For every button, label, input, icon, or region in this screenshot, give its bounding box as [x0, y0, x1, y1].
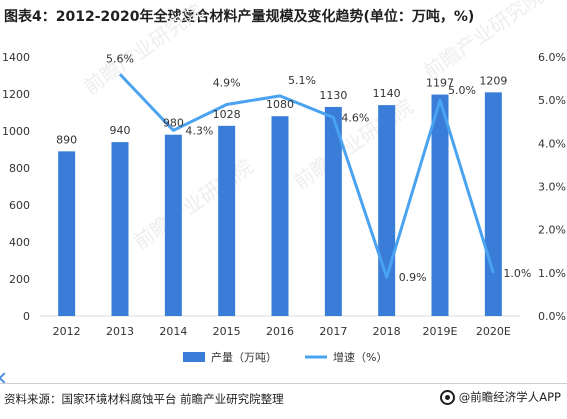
bar [58, 151, 76, 316]
bar-value-label: 1209 [479, 74, 507, 87]
y-left-tick-label: 1000 [2, 125, 30, 138]
growth-line [118, 73, 495, 279]
x-tick-label: 2019E [423, 325, 458, 338]
y-right-tick-label: 4.0% [538, 137, 566, 150]
y-left-tick-label: 1200 [2, 88, 30, 101]
x-tick-label: 2012 [53, 325, 81, 338]
x-tick-label: 2017 [319, 325, 347, 338]
watermark-text: 前瞻产业研究院 [129, 154, 257, 254]
bar [164, 134, 182, 316]
bar [324, 106, 342, 316]
y-right-tick-label: 5.0% [538, 94, 566, 107]
footer-divider [0, 383, 567, 384]
legend-bar-label: 产量（万吨） [211, 350, 277, 364]
y-left-tick-label: 600 [9, 199, 30, 212]
y-right-tick-label: 0.0% [538, 310, 566, 323]
brand: @前瞻经济学人APP [439, 389, 561, 405]
y-left-tick-label: 200 [9, 273, 30, 286]
x-tick-label: 2016 [266, 325, 294, 338]
x-tick-label: 2020E [476, 325, 511, 338]
bar-value-label: 1197 [426, 77, 454, 90]
y-right-tick-label: 3.0% [538, 181, 566, 194]
line-value-label: 5.6% [106, 52, 134, 65]
line-value-label: 1.0% [503, 267, 531, 280]
bar-value-label: 1028 [213, 108, 241, 121]
legend-line-label: 增速（%） [333, 350, 387, 364]
chart-title: 图表4：2012-2020年全球复合材料产量规模及变化趋势(单位：万吨，%) [4, 9, 475, 25]
y-left-tick-label: 1400 [2, 51, 30, 64]
bar-value-label: 1130 [319, 89, 347, 102]
line-value-label: 4.3% [185, 124, 213, 137]
x-tick-label: 2015 [213, 325, 241, 338]
y-right-tick-label: 1.0% [538, 267, 566, 280]
line-value-label: 0.9% [399, 271, 427, 284]
x-tick-label: 2013 [106, 325, 134, 338]
bar-value-label: 890 [56, 133, 77, 146]
y-left-tick-label: 0 [23, 310, 30, 323]
line-group [118, 73, 495, 279]
line-value-label: 5.1% [288, 74, 316, 87]
bar-value-label: 980 [163, 117, 184, 130]
legend-bar-swatch [183, 352, 205, 362]
x-tick-label: 2018 [373, 325, 401, 338]
bar [484, 92, 502, 317]
y-right-tick-label: 6.0% [538, 51, 566, 64]
bar [111, 142, 129, 316]
y-left-tick-label: 400 [9, 236, 30, 249]
bar [218, 125, 236, 316]
watermark-text: 前瞻产业研究院 [79, 0, 207, 99]
line-value-label: 4.9% [213, 76, 241, 89]
bar [431, 94, 449, 317]
bar-value-label: 1080 [266, 98, 294, 111]
source-text: 资料来源：国家环境材料腐蚀平台 前瞻产业研究院整理 [4, 392, 284, 406]
y-right-tick-label: 2.0% [538, 224, 566, 237]
legend-group: 产量（万吨） 增速（%） [183, 350, 387, 364]
labels-group: 890 940 980 1028 1080 1130 1140 1197 1209 5.6% 4.3… [56, 52, 531, 284]
brand-logo-icon [439, 389, 455, 405]
bar [378, 105, 396, 316]
brand-text: @前瞻经济学人APP [458, 390, 561, 404]
y-left-tick-label: 800 [9, 162, 30, 175]
watermark-text: 前瞻产业研究院 [419, 0, 547, 84]
x-tick-label: 2014 [159, 325, 187, 338]
line-value-label: 4.6% [341, 111, 369, 124]
bar [271, 116, 289, 316]
bar-value-label: 940 [110, 124, 131, 137]
bar-value-label: 1140 [373, 87, 401, 100]
line-value-label: 5.0% [448, 84, 476, 97]
